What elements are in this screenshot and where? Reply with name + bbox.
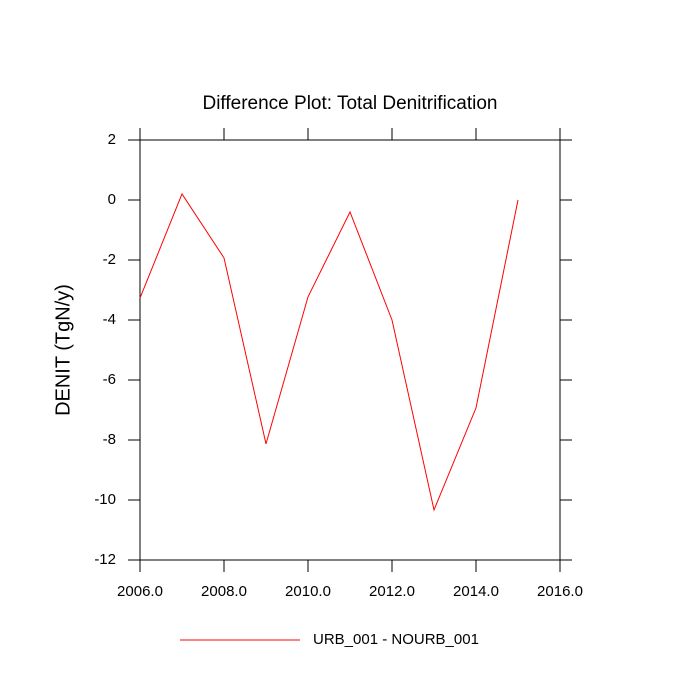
y-tick-label: -2 (103, 251, 116, 268)
x-tick-label: 2014.0 (453, 583, 499, 600)
chart-title: Difference Plot: Total Denitrification (202, 93, 497, 114)
y-tick-label: -6 (103, 371, 116, 388)
x-tick-label: 2012.0 (369, 583, 415, 600)
plot-frame (139, 139, 561, 561)
y-tick-label: -10 (94, 491, 116, 508)
y-tick-label: -8 (103, 431, 116, 448)
x-tick-label: 2006.0 (117, 583, 163, 600)
x-tick-label: 2010.0 (285, 583, 331, 600)
y-tick-label: 0 (108, 191, 116, 208)
y-axis-label: DENIT (TgN/y) (52, 284, 74, 416)
x-tick-label: 2016.0 (537, 583, 583, 600)
x-tick-label: 2008.0 (201, 583, 247, 600)
y-tick-label: 2 (108, 131, 116, 148)
y-tick-label: -4 (103, 311, 116, 328)
legend-label: URB_001 - NOURB_001 (313, 631, 479, 648)
data-line (139, 192, 519, 512)
y-tick-label: -12 (94, 551, 116, 568)
